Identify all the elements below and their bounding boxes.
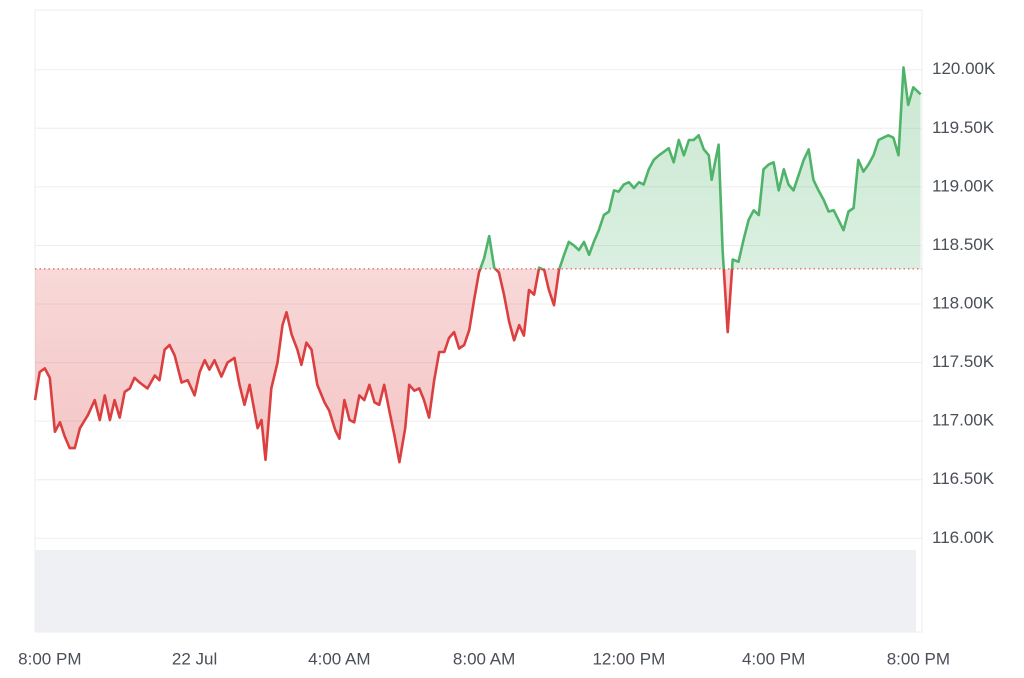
y-tick-label: 119.50K xyxy=(932,118,995,137)
y-tick-label: 120.00K xyxy=(932,59,996,78)
x-tick-label: 8:00 PM xyxy=(18,649,81,668)
x-tick-label: 4:00 AM xyxy=(308,649,370,668)
y-tick-label: 117.00K xyxy=(932,411,995,430)
area-up xyxy=(480,67,921,269)
y-tick-label: 116.50K xyxy=(932,469,995,488)
y-tick-label: 119.00K xyxy=(932,176,995,195)
x-tick-label: 22 Jul xyxy=(172,649,217,668)
x-tick-label: 8:00 PM xyxy=(887,649,950,668)
price-line-up xyxy=(478,66,922,269)
y-tick-label: 116.00K xyxy=(932,528,995,547)
x-tick-label: 4:00 PM xyxy=(742,649,805,668)
price-line-down xyxy=(33,268,734,464)
y-tick-label: 118.50K xyxy=(932,235,995,254)
y-tick-label: 117.50K xyxy=(932,352,995,371)
y-tick-label: 118.00K xyxy=(932,293,995,312)
volume-area xyxy=(35,550,916,632)
x-tick-label: 12:00 PM xyxy=(592,649,665,668)
area-down xyxy=(35,268,921,463)
x-tick-label: 8:00 AM xyxy=(453,649,515,668)
